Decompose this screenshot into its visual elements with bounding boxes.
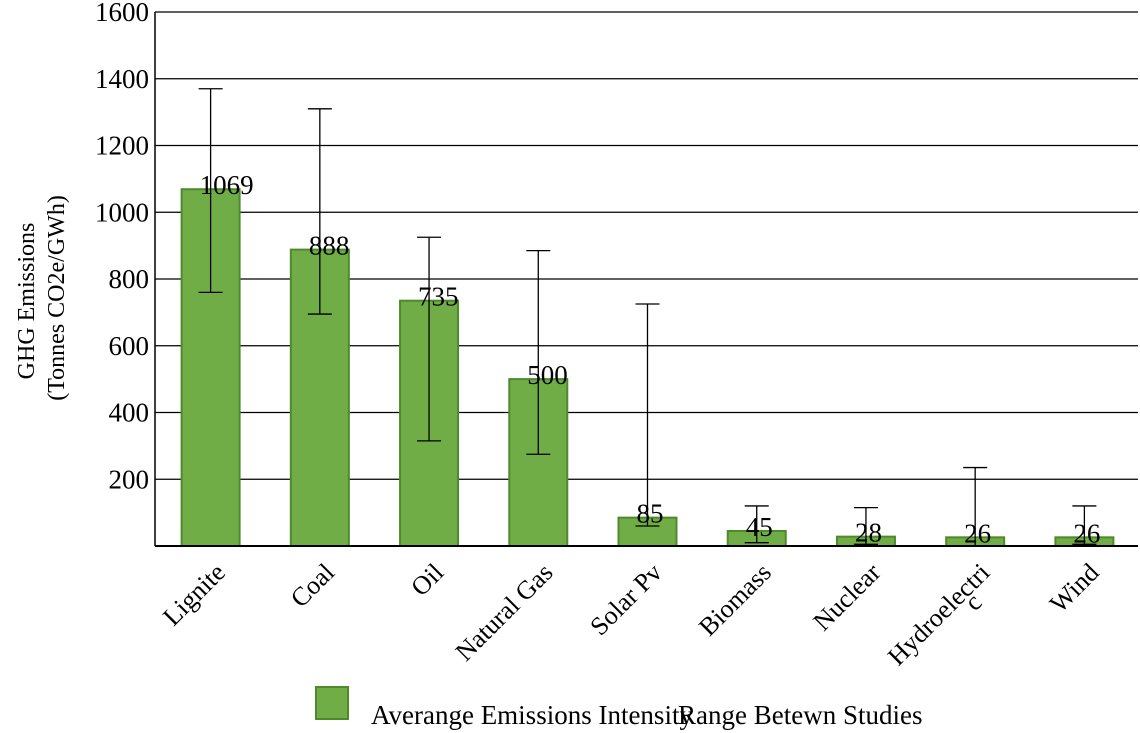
legend: Averange Emissions Intensity Range Betew… [315, 686, 922, 730]
y-tick-label-400: 400 [109, 398, 150, 428]
data-label-oil: 735 [418, 282, 459, 312]
y-tick-label-600: 600 [109, 331, 150, 361]
data-label-biomass: 45 [746, 512, 773, 542]
legend-entry-average: Averange Emissions Intensity [371, 700, 693, 730]
category-label-biomass: Biomass [693, 558, 777, 642]
category-label-wind: Wind [1044, 558, 1105, 619]
y-axis-title: GHG Emissions (Tonnes CO2e/GWh) [14, 195, 70, 401]
data-label-natural-gas: 500 [527, 360, 568, 390]
data-label-nuclear: 28 [855, 518, 882, 548]
data-label-hydroelectric: 26 [964, 518, 991, 548]
category-labels: Lignite Coal Oil Natural Gas Solar Pv Biomass… [157, 557, 1104, 671]
range-bar-lignite [198, 88, 223, 294]
y-tick-labels: 200 400 600 800 1000 1200 1400 1600 [95, 0, 149, 494]
y-tick-label-1200: 1200 [95, 131, 149, 161]
category-label-solar-pv: Solar Pv [584, 558, 667, 641]
range-bar-natural-gas [526, 249, 551, 455]
range-bar-biomass [744, 505, 769, 544]
range-bar-solar-pv [635, 303, 660, 527]
data-label-lignite: 1069 [200, 170, 254, 200]
range-bar-nuclear [853, 506, 878, 545]
y-tick-label-1400: 1400 [95, 64, 149, 94]
category-label-nuclear: Nuclear [807, 557, 886, 636]
y-tick-label-1600: 1600 [95, 0, 149, 27]
data-label-wind: 26 [1073, 518, 1100, 548]
category-label-lignite: Lignite [157, 558, 231, 632]
y-tick-label-200: 200 [109, 464, 150, 494]
data-label-coal: 888 [309, 231, 350, 261]
data-labels: 1069 888 735 500 85 45 28 26 26 [200, 170, 1101, 548]
data-label-solar-pv: 85 [637, 499, 664, 529]
range-bar-oil [417, 236, 442, 442]
category-label-coal: Coal [285, 558, 340, 613]
legend-swatch [315, 686, 349, 720]
y-tick-label-1000: 1000 [95, 197, 149, 227]
y-axis-title-line-2: (Tonnes CO2e/GWh) [44, 195, 70, 401]
range-bar-wind [1072, 505, 1097, 545]
category-label-natural-gas: Natural Gas [450, 558, 559, 667]
range-bar-coal [307, 108, 332, 315]
category-label-oil: Oil [405, 558, 449, 602]
range-error-bars [198, 88, 1097, 547]
y-axis-title-line-1: GHG Emissions [14, 223, 40, 380]
axes [154, 12, 1138, 547]
y-tick-label-800: 800 [109, 264, 150, 294]
legend-entry-range: Range Betewn Studies [678, 700, 922, 730]
